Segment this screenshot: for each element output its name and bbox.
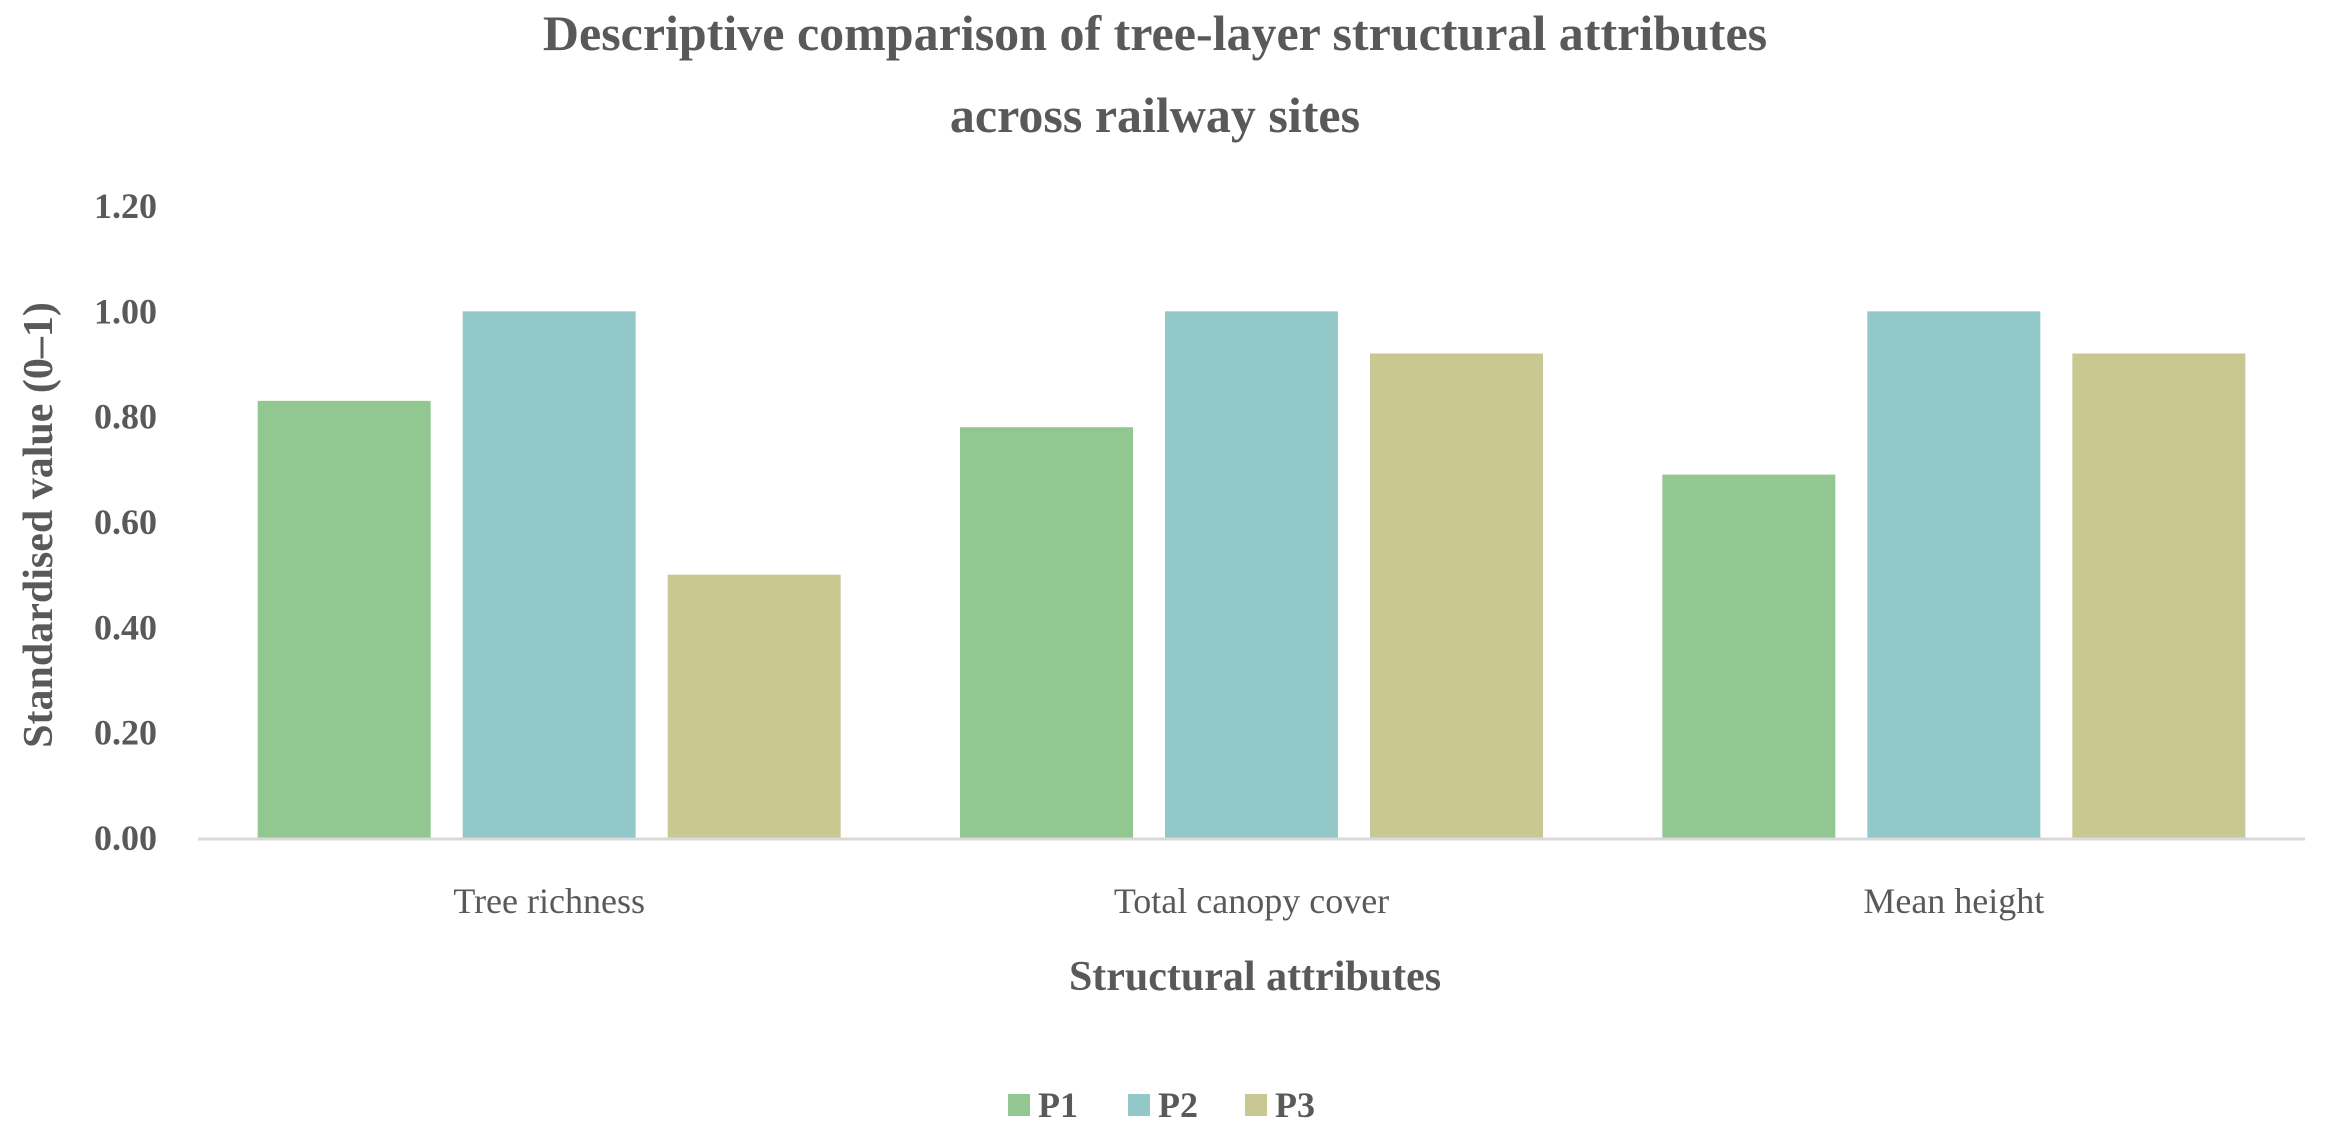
y-tick-label: 0.60 bbox=[94, 502, 157, 542]
y-tick-label: 1.20 bbox=[94, 186, 157, 226]
legend-label: P3 bbox=[1275, 1085, 1315, 1125]
bar-p3-3 bbox=[2072, 353, 2246, 838]
y-tick-label: 0.40 bbox=[94, 607, 157, 647]
y-tick-label: 1.00 bbox=[94, 291, 157, 331]
bar-p2-2 bbox=[1165, 311, 1338, 838]
bar-p1-3 bbox=[1662, 474, 1836, 838]
bar-p2-1 bbox=[462, 311, 636, 838]
bar-p1-2 bbox=[960, 427, 1133, 838]
chart-title-line-2: across railway sites bbox=[950, 87, 1360, 143]
category-labels: Tree richness Total canopy cover Mean heig… bbox=[453, 881, 2044, 921]
x-axis-title: Structural attributes bbox=[1069, 954, 1441, 1000]
legend-label: P2 bbox=[1158, 1085, 1198, 1125]
y-tick-label: 0.20 bbox=[94, 713, 157, 753]
legend-swatch bbox=[1128, 1094, 1150, 1116]
legend: P1 P2 P3 bbox=[1008, 1085, 1315, 1125]
bar-p3-1 bbox=[667, 574, 841, 838]
legend-swatch bbox=[1008, 1094, 1030, 1116]
legend-label: P1 bbox=[1038, 1085, 1078, 1125]
x-category-label: Total canopy cover bbox=[1114, 881, 1389, 921]
legend-item-p1: P1 bbox=[1008, 1085, 1078, 1125]
x-category-label: Mean height bbox=[1863, 881, 2044, 921]
bar-p2-3 bbox=[1867, 311, 2041, 838]
y-tick-label: 0.80 bbox=[94, 397, 157, 437]
y-axis-title: Standardised value (0–1) bbox=[16, 302, 62, 748]
y-tick-label: 0.00 bbox=[94, 818, 157, 858]
bar-p3-2 bbox=[1370, 353, 1543, 838]
legend-item-p3: P3 bbox=[1245, 1085, 1315, 1125]
bars-group bbox=[257, 311, 2246, 838]
y-axis-ticks: 0.00 0.20 0.40 0.60 0.80 1.00 1.20 bbox=[94, 186, 157, 858]
x-category-label: Tree richness bbox=[453, 881, 645, 921]
legend-swatch bbox=[1245, 1094, 1267, 1116]
bar-p1-1 bbox=[257, 400, 431, 838]
legend-item-p2: P2 bbox=[1128, 1085, 1198, 1125]
chart-title-line-1: Descriptive comparison of tree-layer str… bbox=[543, 5, 1767, 61]
